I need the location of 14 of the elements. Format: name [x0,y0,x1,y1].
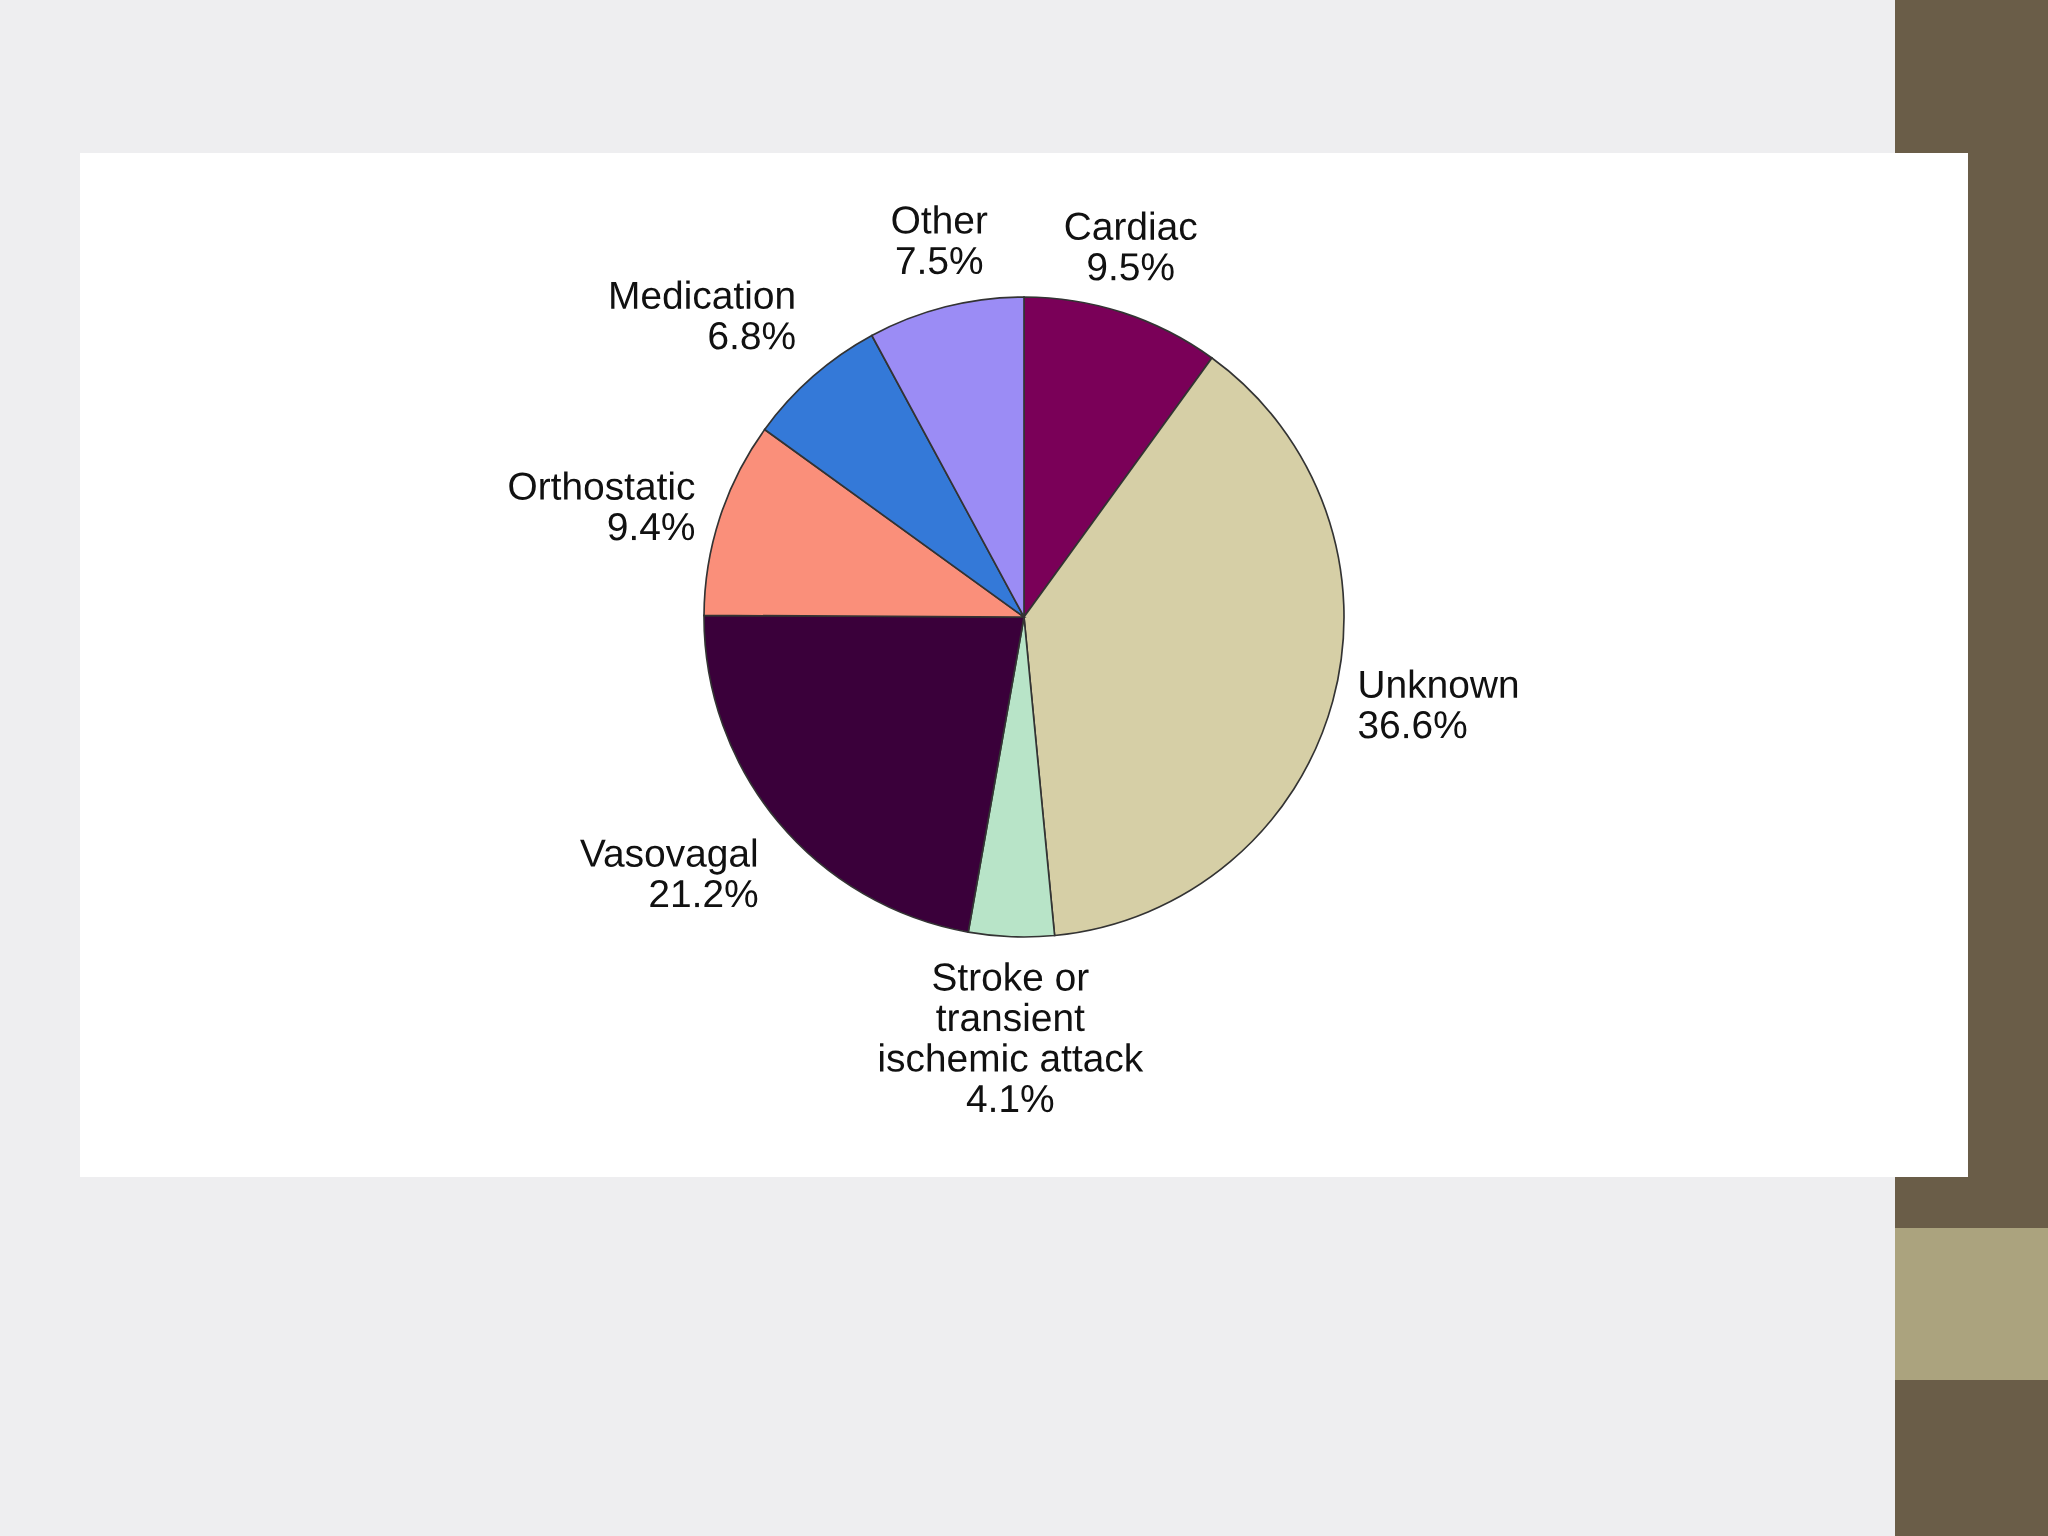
slice-label: Orthostatic [509,471,695,500]
data-label: 7.5% [896,246,983,275]
slice-label: Cardiac [1065,211,1197,241]
data-label: 21.2% [650,879,758,908]
slice-label: Stroke or transient ischemic attack [880,962,1144,1072]
data-label: 4.1% [966,1084,1054,1113]
data-label: 9.5% [1088,253,1174,281]
data-label: 36.6% [1358,710,1467,739]
data-label: 9.4% [608,512,695,541]
slice-label: Other [892,205,988,234]
slice-label: Unknown [1360,669,1518,699]
slice-label: Medication [611,280,794,310]
slice-label: Vasovagal [580,838,757,875]
data-label: 6.8% [709,321,795,350]
